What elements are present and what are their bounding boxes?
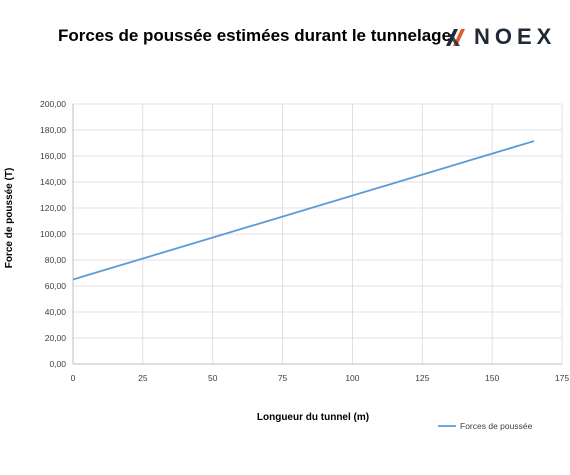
axes <box>72 104 562 365</box>
series-lines <box>72 140 535 281</box>
noex-logo-icon <box>446 29 465 46</box>
x-tick-labels: 0 25 50 75 100 125 150 175 <box>71 373 570 383</box>
x-tick-label: 125 <box>415 373 429 383</box>
y-tick-label: 180,00 <box>40 125 66 135</box>
y-tick-label: 120,00 <box>40 203 66 213</box>
x-tick-label: 75 <box>278 373 288 383</box>
y-tick-label: 100,00 <box>40 229 66 239</box>
y-tick-label: 20,00 <box>45 333 67 343</box>
chart-title: Forces de poussée estimées durant le tun… <box>58 26 452 45</box>
x-axis-title: Longueur du tunnel (m) <box>257 412 369 423</box>
y-tick-label: 40,00 <box>45 307 67 317</box>
x-tick-label: 0 <box>71 373 76 383</box>
x-tick-label: 175 <box>555 373 569 383</box>
y-tick-label: 80,00 <box>45 255 67 265</box>
noex-logo: NOEX <box>444 24 556 50</box>
legend-label: Forces de poussée <box>460 421 533 431</box>
x-tick-label: 25 <box>138 373 148 383</box>
y-tick-label: 60,00 <box>45 281 67 291</box>
grid-lines <box>73 103 563 364</box>
y-tick-label: 0,00 <box>49 359 66 369</box>
logo-text: NOEX <box>474 24 557 49</box>
y-tick-label: 140,00 <box>40 177 66 187</box>
x-tick-label: 50 <box>208 373 218 383</box>
y-axis-title: Force de poussée (T) <box>4 168 15 269</box>
y-tick-labels: 0,00 20,00 40,00 60,00 80,00 100,00 120,00 140,… <box>40 99 66 369</box>
legend: Forces de poussée <box>438 421 533 431</box>
y-tick-label: 160,00 <box>40 151 66 161</box>
x-tick-label: 150 <box>485 373 499 383</box>
y-tick-label: 200,00 <box>40 99 66 109</box>
series-line <box>72 140 535 281</box>
x-tick-label: 100 <box>345 373 359 383</box>
